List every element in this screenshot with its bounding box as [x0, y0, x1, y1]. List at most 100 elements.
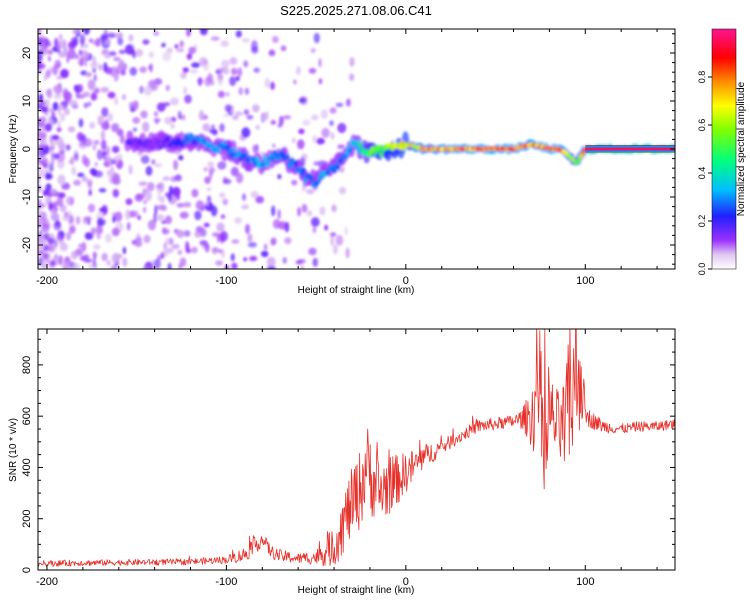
noise-blob: [134, 193, 144, 202]
noise-blob: [48, 202, 54, 211]
noise-blob: [148, 65, 152, 70]
ridge-core: [266, 160, 271, 167]
noise-blob: [329, 120, 334, 126]
noise-blob: [268, 49, 276, 57]
noise-blob: [300, 264, 304, 269]
y-tick-label: 400: [21, 458, 33, 476]
noise-blob: [43, 189, 47, 196]
noise-blob: [194, 210, 202, 221]
noise-blob: [84, 43, 89, 49]
noise-blob: [210, 205, 218, 217]
ridge-core: [576, 158, 581, 163]
noise-blob: [100, 139, 107, 150]
noise-blob: [270, 81, 275, 91]
noise-blob: [255, 124, 260, 130]
noise-blob: [252, 104, 260, 113]
noise-blob: [96, 149, 103, 161]
noise-blob: [295, 260, 303, 265]
noise-blob: [165, 84, 170, 91]
noise-blob: [107, 156, 112, 165]
noise-blob: [235, 172, 244, 184]
ridge-core: [262, 155, 268, 162]
noise-blob: [345, 247, 350, 259]
noise-blob: [154, 163, 163, 168]
noise-blob: [38, 207, 42, 218]
noise-blob: [210, 124, 215, 129]
noise-blob: [330, 235, 335, 247]
noise-blob: [230, 253, 235, 262]
noise-blob: [216, 232, 220, 243]
noise-blob: [177, 110, 182, 120]
noise-blob: [57, 174, 66, 186]
noise-blob: [251, 46, 259, 54]
noise-blob: [182, 67, 189, 73]
noise-blob: [51, 111, 56, 118]
ridge-core: [243, 152, 248, 159]
ridge-core: [186, 138, 192, 144]
noise-blob: [101, 107, 109, 118]
noise-blob: [277, 174, 282, 180]
noise-blob: [209, 168, 213, 180]
noise-blob: [94, 161, 98, 167]
ridge-core: [216, 147, 221, 154]
noise-blob: [174, 174, 182, 182]
noise-blob: [235, 75, 240, 82]
noise-blob: [298, 128, 305, 135]
y-tick-label: 20: [21, 47, 33, 59]
ridge-core: [156, 138, 161, 145]
noise-blob: [153, 111, 159, 117]
noise-blob: [62, 214, 71, 222]
x-tick-label: -200: [36, 275, 58, 287]
ridge-core: [309, 175, 314, 182]
noise-blob: [246, 114, 254, 120]
noise-blob: [112, 122, 120, 132]
noise-blob: [56, 127, 62, 133]
spectrogram-ridge: [124, 130, 675, 190]
noise-blob: [39, 168, 45, 179]
noise-blob: [142, 206, 147, 213]
noise-blob: [224, 113, 229, 118]
noise-blob: [54, 37, 59, 48]
noise-blob: [176, 202, 185, 208]
noise-blob: [38, 29, 42, 35]
x-tick-label: -200: [36, 576, 58, 588]
noise-blob: [161, 42, 166, 48]
ridge-core: [345, 149, 350, 156]
noise-blob: [88, 101, 92, 107]
noise-blob: [221, 249, 225, 259]
noise-blob: [222, 66, 230, 75]
noise-blob: [114, 74, 119, 81]
noise-blob: [47, 55, 51, 62]
noise-blob: [202, 123, 211, 132]
noise-blob: [124, 44, 134, 55]
noise-blob: [217, 90, 225, 98]
noise-blob: [220, 40, 229, 47]
noise-blob: [312, 226, 317, 234]
y-tick-label: -20: [21, 237, 33, 253]
noise-blob: [49, 233, 55, 238]
noise-blob: [247, 233, 253, 243]
noise-blob: [191, 188, 199, 198]
noise-blob: [221, 59, 230, 68]
ridge-core: [148, 138, 153, 145]
ridge-core: [165, 135, 171, 142]
noise-blob: [56, 234, 64, 241]
noise-blob: [62, 39, 67, 51]
noise-blob: [204, 176, 211, 184]
noise-blob: [47, 49, 53, 55]
noise-blob: [210, 36, 220, 41]
noise-blob: [63, 47, 68, 56]
noise-blob: [183, 230, 191, 237]
noise-blob: [199, 29, 208, 36]
noise-blob: [83, 57, 88, 67]
noise-blob: [38, 218, 43, 227]
noise-blob: [266, 256, 276, 268]
noise-blob: [74, 35, 78, 47]
noise-blob: [205, 199, 209, 206]
noise-blob: [253, 67, 260, 73]
noise-blob: [316, 137, 325, 145]
noise-blob: [57, 158, 65, 170]
noise-blob: [234, 111, 244, 116]
noise-blob: [154, 119, 159, 125]
